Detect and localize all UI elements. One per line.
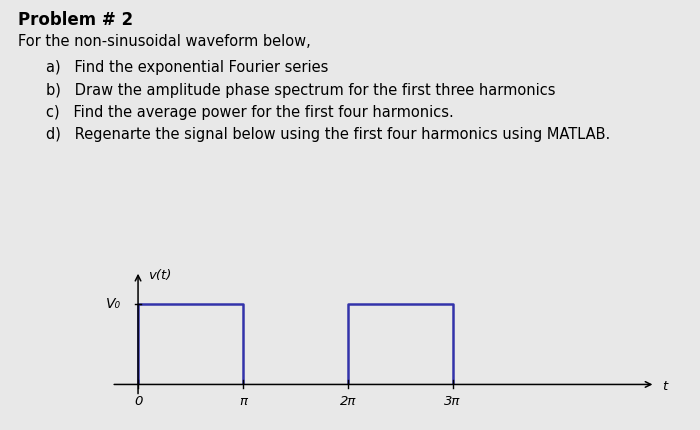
Text: t: t (662, 381, 667, 393)
Text: Problem # 2: Problem # 2 (18, 11, 132, 29)
Text: c)   Find the average power for the first four harmonics.: c) Find the average power for the first … (46, 105, 454, 120)
Text: v(t): v(t) (148, 269, 172, 282)
Text: 0: 0 (134, 395, 142, 408)
Text: V₀: V₀ (106, 298, 121, 311)
Text: a)   Find the exponential Fourier series: a) Find the exponential Fourier series (46, 60, 328, 75)
Text: d)   Regenarte the signal below using the first four harmonics using MATLAB.: d) Regenarte the signal below using the … (46, 127, 610, 142)
Text: For the non-sinusoidal waveform below,: For the non-sinusoidal waveform below, (18, 34, 310, 49)
Text: b)   Draw the amplitude phase spectrum for the first three harmonics: b) Draw the amplitude phase spectrum for… (46, 83, 555, 98)
Text: 3π: 3π (444, 395, 461, 408)
Text: 2π: 2π (340, 395, 356, 408)
Text: π: π (239, 395, 247, 408)
